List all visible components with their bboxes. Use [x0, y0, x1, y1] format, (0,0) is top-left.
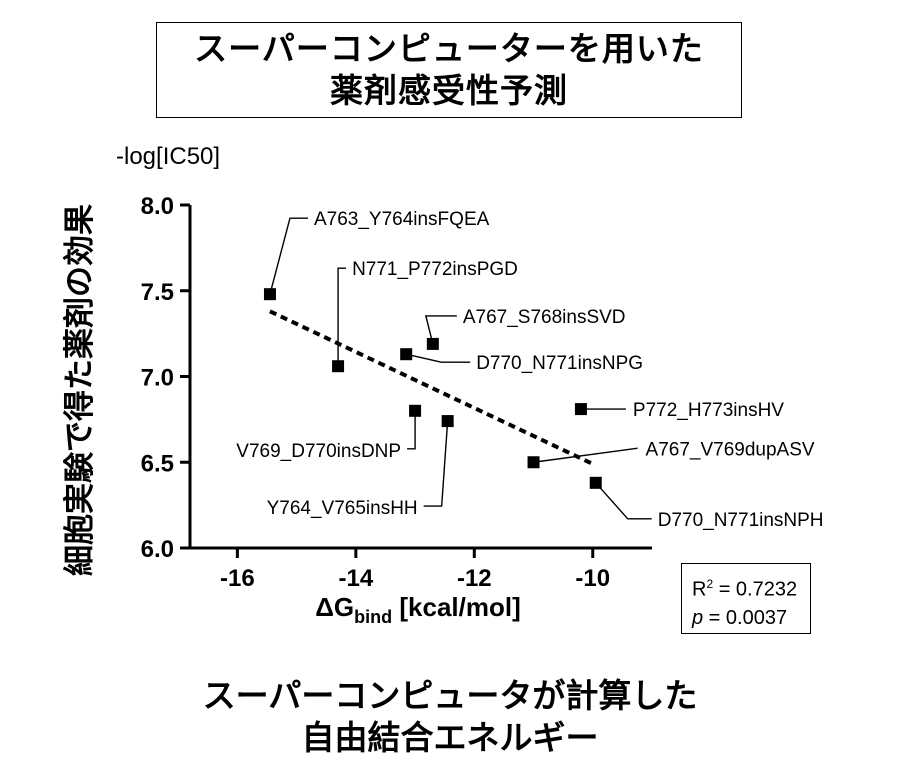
x-axis-label-unit: [kcal/mol] — [392, 592, 521, 622]
point-leader-line — [269, 217, 308, 295]
data-point-marker — [574, 403, 587, 416]
stats-box: R2 = 0.7232 p = 0.0037 — [681, 563, 811, 634]
data-point-label: N771_P772insPGD — [352, 259, 518, 280]
data-point-label: D770_N771insNPG — [476, 353, 643, 374]
title-box: スーパーコンピューターを用いた 薬剤感受性予測 — [156, 22, 742, 118]
p-value: = 0.0037 — [703, 606, 788, 629]
data-point-marker — [332, 360, 345, 373]
data-point-marker — [589, 476, 602, 489]
data-point-label: Y764_V765insHH — [267, 498, 418, 519]
r2-label: R — [692, 578, 707, 601]
x-axis-label: ΔGbind [kcal/mol] — [315, 592, 521, 627]
y-axis-unit-label: -log[IC50] — [116, 143, 220, 170]
point-leader-line — [337, 267, 347, 367]
r2-superscript: 2 — [706, 577, 714, 591]
data-point-label: A763_Y764insFQEA — [314, 209, 490, 230]
x-axis-label-main: ΔG — [315, 592, 354, 622]
data-point-marker — [409, 404, 422, 417]
y-tick-label: 7.5 — [141, 279, 174, 306]
data-point-label: D770_N771insNPH — [658, 510, 824, 531]
y-tick-label: 7.0 — [141, 365, 174, 392]
x-axis-label-sub: bind — [354, 607, 392, 627]
point-leader-line — [533, 447, 638, 463]
r-squared-line: R2 = 0.7232 — [692, 570, 810, 604]
x-tick-label: -10 — [575, 565, 610, 592]
data-point-label: P772_H773insHV — [633, 400, 784, 421]
data-point-marker — [527, 456, 540, 469]
data-point-label: A767_V769dupASV — [646, 439, 815, 460]
x-tick-label: -12 — [457, 565, 492, 592]
point-leader-line — [406, 353, 471, 363]
title-line-2: 薬剤感受性予測 — [330, 71, 568, 110]
y-tick-label: 6.0 — [141, 536, 174, 563]
y-axis-label: 細胞実験で得た薬剤の効果 — [62, 204, 98, 576]
x-tick-label: -16 — [220, 565, 255, 592]
point-leader-line — [424, 315, 457, 345]
y-tick-label: 8.0 — [141, 193, 174, 220]
data-point-marker — [426, 337, 439, 350]
data-point-label: A767_S768insSVD — [463, 307, 626, 328]
y-tick-label: 6.5 — [141, 450, 174, 477]
point-leader-line — [423, 421, 449, 507]
title-line-1: スーパーコンピューターを用いた — [194, 29, 704, 68]
caption-line-1: スーパーコンピュータが計算した — [202, 676, 698, 715]
data-point-marker — [441, 415, 454, 428]
p-value-line: p = 0.0037 — [692, 604, 810, 632]
p-label: p — [692, 606, 704, 629]
caption-line-2: 自由結合エネルギー — [301, 718, 599, 757]
r2-value: = 0.7232 — [713, 578, 798, 601]
point-leader-line — [407, 410, 416, 450]
data-point-marker — [263, 288, 276, 301]
x-tick-label: -14 — [339, 565, 374, 592]
data-point-marker — [400, 348, 413, 361]
point-leader-line — [595, 482, 652, 520]
data-point-label: V769_D770insDNP — [236, 441, 401, 462]
